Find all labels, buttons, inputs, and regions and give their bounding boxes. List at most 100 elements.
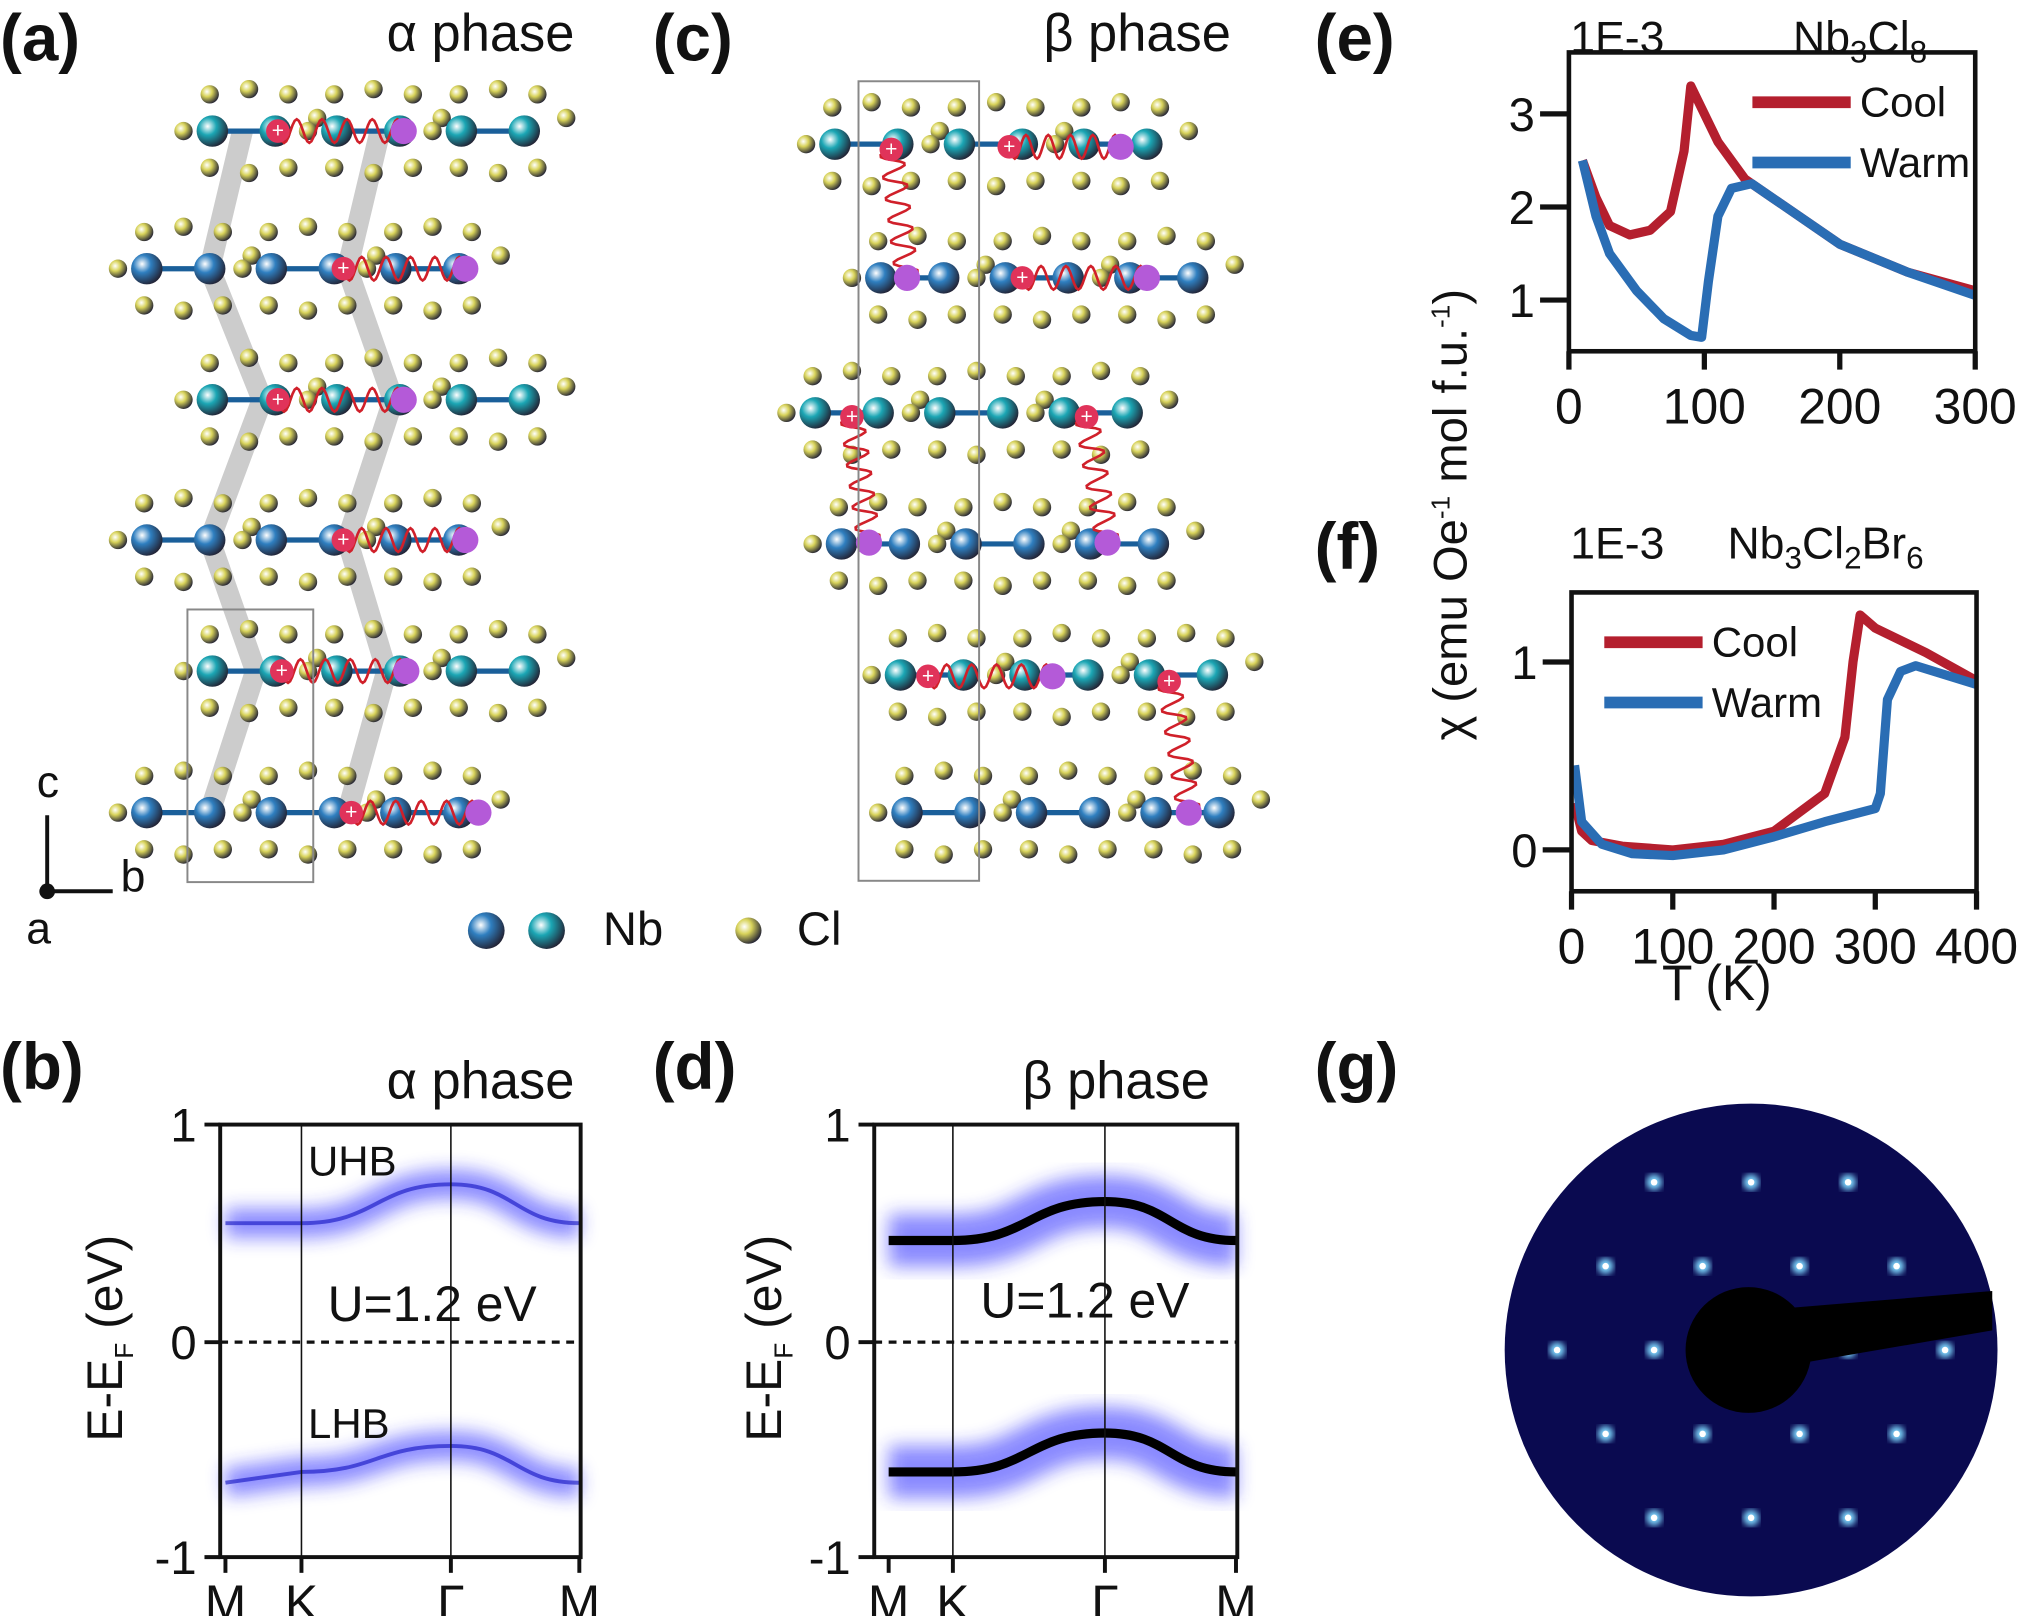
cl-atom (338, 766, 357, 786)
cl-atom (462, 494, 482, 513)
nb-atom (924, 397, 956, 429)
cl-atom (947, 171, 966, 191)
cl-atom (934, 761, 953, 780)
nb-atom (799, 397, 831, 429)
cl-atom (796, 135, 816, 154)
nb-atom (1048, 397, 1081, 429)
cl-atom (384, 296, 403, 315)
cl-atom (888, 629, 908, 648)
cl-atom (239, 703, 259, 723)
nb-atom (1131, 128, 1163, 160)
cl-atom (1120, 652, 1139, 672)
cl-atom (325, 625, 344, 644)
cl-atom (200, 625, 219, 644)
cl-atom (1072, 98, 1091, 117)
cl-atom (488, 432, 508, 451)
cl-atom (967, 361, 986, 381)
cl-atom (842, 268, 862, 288)
cl-atom (213, 494, 232, 513)
diffraction-spot-core (1747, 1178, 1755, 1186)
e-compound: Nb3Cl8 (1793, 13, 1927, 72)
cl-atom (259, 567, 278, 586)
cl-atom (384, 494, 403, 513)
diffraction-spot-core (1796, 1430, 1803, 1438)
cl-atom (242, 246, 261, 265)
nb-atom (819, 128, 851, 160)
cl-atom (423, 761, 442, 780)
cl-atom (823, 98, 842, 117)
panel-label-f: (f) (1314, 509, 1381, 584)
beam-stop-arm (1756, 1291, 1993, 1370)
c: 3 (1850, 35, 1868, 71)
polaron-wave (276, 386, 405, 414)
c: Cl (1801, 519, 1845, 569)
cl-atom (1091, 361, 1111, 381)
cl-atom (557, 108, 576, 128)
cl-atom (967, 445, 986, 464)
positive-charge (270, 659, 294, 683)
polaron-wave (276, 117, 405, 145)
cl-atom (1159, 390, 1179, 409)
x-tick-label: 100 (1631, 918, 1714, 974)
cl-atom (213, 296, 232, 315)
y-tick-label: 1 (824, 1099, 850, 1152)
cl-atom (200, 85, 219, 104)
u-annotation-b: U=1.2 eV (327, 1277, 537, 1333)
x-tick-label: 400 (1935, 918, 2018, 974)
cl-atom (976, 255, 995, 274)
cl-atom (298, 217, 318, 236)
c: 8 (1909, 35, 1928, 71)
cl-atom (954, 498, 973, 517)
legend-nb-teal-icon (528, 912, 565, 949)
diffraction-spot-core (1844, 1514, 1852, 1522)
legend-label: Warm (1712, 679, 1822, 726)
c: Cl (1867, 13, 1910, 63)
cl-atom (423, 661, 442, 681)
cl-atom (449, 427, 468, 446)
cl-atom (1072, 305, 1091, 324)
cl-atom (1111, 93, 1130, 112)
cl-atom (449, 158, 468, 177)
cl-atom (200, 427, 219, 446)
plus-icon: + (846, 405, 858, 428)
cl-atom (403, 158, 423, 177)
polaron-wave (1021, 264, 1149, 292)
f-xlabel: T (K) (1661, 956, 1772, 1012)
negative-charge (465, 799, 492, 826)
polaron-wave (1157, 680, 1201, 814)
f-scale: 1E-3 (1570, 519, 1665, 569)
nb-atom (1111, 397, 1143, 429)
cl-atom (1196, 231, 1216, 251)
cl-atom (967, 702, 986, 721)
x-tick-label: 200 (1798, 378, 1881, 434)
cl-atom (934, 845, 953, 864)
polaron-wave (342, 526, 467, 554)
nb-atom (1177, 262, 1209, 294)
y-tick-label: -1 (155, 1531, 197, 1584)
nb-atom (445, 655, 478, 687)
plus-icon: + (1003, 135, 1015, 158)
nb-atom (508, 384, 541, 416)
cl-atom (1078, 571, 1098, 590)
x-tick-label: 300 (1934, 378, 2017, 434)
cl-atom (449, 625, 468, 644)
cl-atom (423, 845, 442, 864)
nb-atom (131, 524, 163, 556)
cl-atom (1251, 790, 1271, 809)
cl-atom (403, 85, 423, 104)
cl-atom (1035, 390, 1054, 409)
plus-icon: + (1163, 670, 1175, 693)
cl-atom (927, 707, 947, 727)
cl-atom (901, 98, 921, 117)
nb-atom (1072, 659, 1104, 691)
cl-atom (364, 703, 383, 723)
cl-atom (449, 85, 468, 104)
cl-atom (829, 498, 849, 517)
cl-atom (910, 390, 930, 409)
cl-atom (993, 492, 1012, 512)
cl-atom (996, 652, 1015, 672)
cl-atom (908, 310, 927, 329)
cl-atom (366, 517, 386, 537)
